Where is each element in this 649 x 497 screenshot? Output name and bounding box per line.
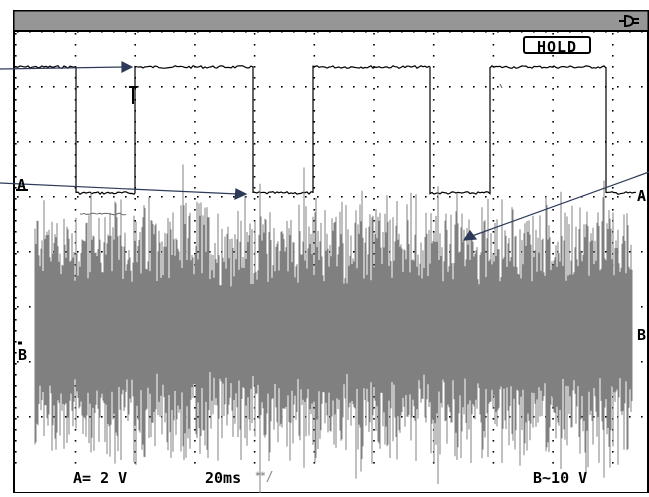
channel-b-marker: B <box>18 346 28 364</box>
channel-b-scale: B~10 V <box>533 469 588 487</box>
cursor-mark <box>499 83 503 89</box>
channel-a-marker: A <box>17 176 27 194</box>
plug-icon <box>619 14 639 28</box>
trigger-mode-icon: ᕯ/ <box>255 470 274 485</box>
channel-b-right-marker: B <box>637 326 647 344</box>
channel-a-right-marker: A <box>637 187 647 205</box>
channel-a-trace-shadow <box>79 212 127 216</box>
annotation-arrows <box>0 61 649 241</box>
timebase-readout: 20ms <box>205 469 242 487</box>
channel-b-trace <box>34 164 633 494</box>
hold-indicator: HOLD <box>523 36 591 56</box>
title-bar <box>13 10 649 32</box>
channel-a-trace <box>15 64 637 196</box>
channel-a-scale: A= 2 V <box>73 469 128 487</box>
trigger-cursor-icon <box>129 86 137 104</box>
